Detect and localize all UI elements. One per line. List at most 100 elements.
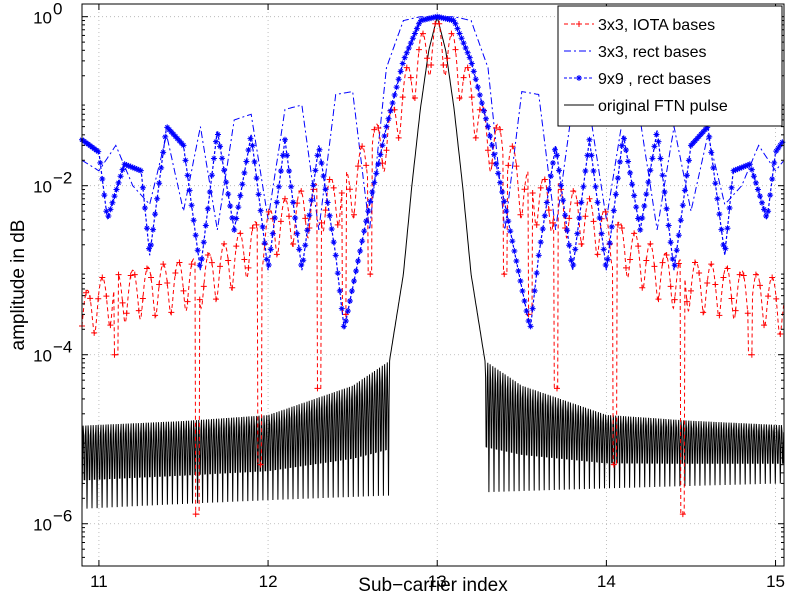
legend-label: original FTN pulse	[598, 98, 728, 115]
rect9-marker	[377, 151, 384, 158]
y-tick-label: 10	[33, 516, 52, 535]
rect9-marker	[184, 172, 191, 179]
rect9-marker	[210, 155, 217, 162]
iota-marker	[294, 200, 301, 207]
iota-marker	[484, 147, 491, 154]
rect9-marker	[403, 49, 410, 56]
rect9-marker	[497, 179, 504, 186]
iota-marker	[549, 219, 556, 226]
iota-marker	[639, 284, 646, 291]
iota-marker	[476, 106, 483, 113]
iota-marker	[221, 240, 228, 247]
iota-marker	[188, 261, 195, 268]
rect9-marker	[692, 137, 699, 144]
rect9-marker	[742, 162, 749, 169]
rect9-marker	[541, 212, 548, 219]
iota-marker	[651, 263, 658, 270]
iota-marker	[237, 230, 244, 237]
rect9-marker	[752, 179, 759, 186]
iota-marker	[156, 281, 163, 288]
rect9-marker	[361, 228, 368, 235]
series-layer	[79, 13, 786, 518]
rect9-marker	[387, 107, 394, 114]
rect9-marker	[166, 126, 173, 133]
rect9-marker	[700, 128, 707, 135]
rect9-marker	[223, 179, 230, 186]
rect9-marker	[527, 323, 534, 330]
iota-marker	[659, 259, 666, 266]
rect9-marker	[639, 214, 646, 221]
iota-marker	[541, 176, 548, 183]
rect9-marker	[537, 239, 544, 246]
rect9-marker	[286, 168, 293, 175]
rect9-marker	[564, 227, 571, 234]
iota-marker	[765, 293, 772, 300]
rect9-marker	[123, 162, 130, 169]
iota-marker	[200, 283, 207, 290]
rect9-marker	[365, 208, 372, 215]
rect9-marker	[373, 170, 380, 177]
rect9-marker	[704, 124, 711, 131]
iota-marker	[123, 310, 130, 317]
iota-marker	[452, 46, 459, 53]
iota-marker	[440, 62, 447, 69]
y-tick-label: 10	[33, 178, 52, 197]
x-tick-label: 12	[259, 572, 278, 591]
rect9-marker	[359, 238, 366, 245]
rect9-marker	[316, 146, 323, 153]
iota-marker	[225, 257, 232, 264]
iota-marker	[460, 74, 467, 81]
rect9-marker	[568, 257, 575, 264]
rect9-marker	[190, 217, 197, 224]
legend-marker	[576, 21, 582, 27]
rect9-marker	[208, 172, 215, 179]
rect9-marker	[570, 261, 577, 268]
rect9-marker	[728, 184, 735, 191]
rect9-marker	[657, 155, 664, 162]
iota-marker	[708, 261, 715, 268]
rect9-marker	[284, 152, 291, 159]
rect9-marker	[464, 49, 471, 56]
series-3x3-iota-bases	[81, 15, 785, 515]
rect9-marker	[659, 172, 666, 179]
rect9-marker	[196, 262, 203, 269]
rect9-marker	[677, 217, 684, 224]
iota-marker	[383, 147, 390, 154]
rect9-marker	[375, 160, 382, 167]
rect9-marker	[653, 131, 660, 138]
rect9-marker	[714, 195, 721, 202]
iota-marker	[777, 331, 784, 338]
iota-marker	[91, 329, 98, 336]
rect9-marker	[279, 152, 286, 159]
rect9-marker	[261, 240, 268, 247]
rect9-marker	[470, 68, 477, 75]
rect9-marker	[324, 199, 331, 206]
rect9-marker	[730, 167, 737, 174]
rect9-marker	[696, 133, 703, 140]
iota-marker	[249, 225, 256, 232]
rect9-marker	[227, 203, 234, 210]
rect9-marker	[748, 166, 755, 173]
rect9-marker	[409, 35, 416, 42]
rect9-marker	[679, 202, 686, 209]
rect9-marker	[618, 142, 625, 149]
iota-marker	[111, 351, 118, 358]
rect9-marker	[379, 142, 386, 149]
rect9-marker	[769, 175, 776, 182]
legend-entry: original FTN pulse	[564, 98, 728, 115]
iota-marker	[545, 207, 552, 214]
rect9-marker	[119, 166, 126, 173]
iota-marker	[436, 20, 443, 27]
iota-marker	[338, 189, 345, 196]
iota-marker	[131, 271, 138, 278]
iota-marker	[277, 218, 284, 225]
rect9-marker	[562, 212, 569, 219]
iota-marker	[286, 213, 293, 220]
x-tick-label: 15	[766, 572, 785, 591]
rect9-marker	[553, 152, 560, 159]
rect9-marker	[176, 137, 183, 144]
rect9-marker	[353, 268, 360, 275]
y-tick-exponent: 0	[53, 0, 62, 19]
rect9-marker	[168, 128, 175, 135]
rect9-marker	[687, 142, 694, 149]
